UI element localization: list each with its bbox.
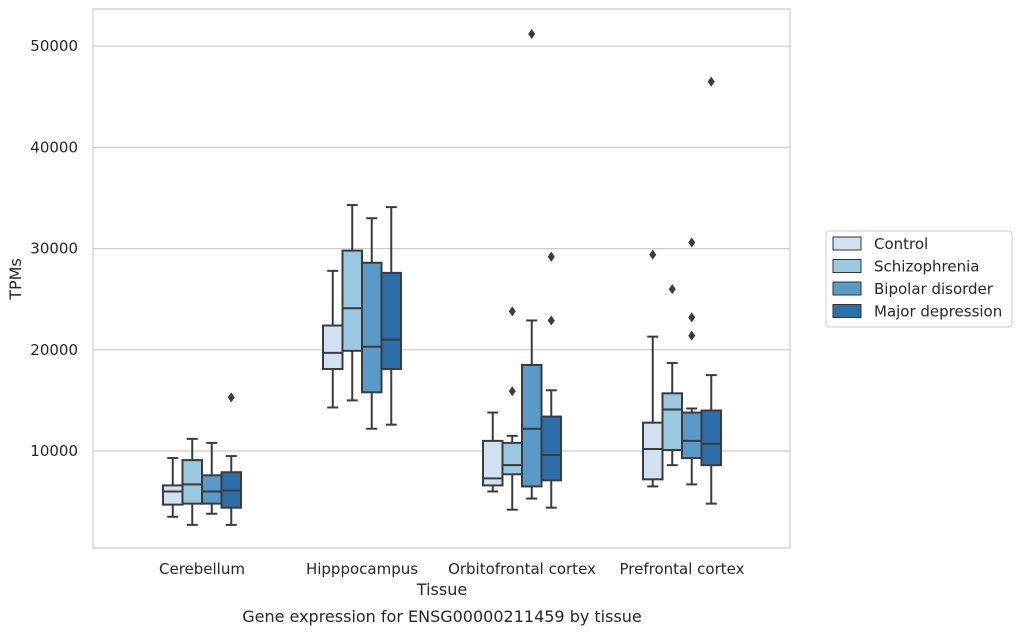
legend-entry: Major depression: [874, 303, 1002, 321]
outlier-point: [668, 284, 676, 295]
box-iqr: [380, 271, 402, 371]
legend-entry: Bipolar disorder: [874, 280, 994, 298]
x-axis-label: Tissue: [416, 580, 467, 599]
box-schizophrenia: [181, 437, 203, 526]
box-iqr: [341, 249, 363, 352]
outlier-point: [547, 251, 555, 262]
box-bipolar-disorder: [681, 237, 703, 486]
y-tick-label: 40000: [30, 138, 78, 156]
box-iqr: [540, 415, 562, 482]
legend-swatch: [832, 304, 862, 318]
box-iqr: [162, 484, 184, 506]
outlier-point: [707, 76, 715, 87]
box-iqr: [642, 421, 664, 481]
box-iqr: [201, 474, 223, 505]
legend-entry: Schizophrenia: [874, 258, 979, 276]
x-tick-labels: Cerebellum Hipppocampus Orbitofrontal cort…: [159, 560, 745, 578]
legend-frame: [825, 230, 1013, 328]
outlier-point: [649, 249, 657, 260]
x-tick-label: Cerebellum: [159, 560, 245, 578]
outlier-point: [688, 330, 696, 341]
legend: Control Schizophrenia Bipolar disorder Majo…: [825, 230, 1013, 328]
box-iqr: [661, 392, 683, 451]
box-iqr: [700, 409, 722, 467]
box-major-depression: [700, 76, 722, 505]
box-iqr: [501, 441, 523, 476]
box-iqr: [361, 261, 383, 394]
x-tick-label: Orbitofrontal cortex: [448, 560, 596, 578]
box-iqr: [181, 459, 203, 505]
y-tick-label: 50000: [30, 37, 78, 55]
box-bipolar-disorder: [521, 29, 543, 500]
box-bipolar-disorder: [201, 441, 223, 515]
chart-caption: Gene expression for ENSG00000211459 by t…: [242, 607, 642, 626]
box-control: [482, 411, 504, 493]
box-control: [162, 457, 184, 518]
box-iqr: [681, 411, 703, 460]
legend-swatch: [832, 236, 862, 251]
box-iqr: [521, 363, 543, 488]
box-major-depression: [380, 206, 402, 426]
plot-frame: [92, 8, 791, 549]
outlier-point: [508, 306, 516, 317]
y-axis-label: TPMs: [6, 258, 25, 301]
x-tick-label: Hipppocampus: [306, 560, 418, 578]
grid-lines: [93, 45, 790, 452]
legend-swatch: [832, 259, 862, 273]
y-tick-labels: 10000 20000 30000 40000 50000: [30, 37, 78, 460]
y-tick-label: 20000: [30, 341, 78, 359]
box-major-depression: [220, 392, 242, 526]
outlier-point: [227, 392, 235, 403]
box-bipolar-disorder: [361, 217, 383, 430]
box-iqr: [322, 324, 344, 371]
outlier-point: [688, 237, 696, 248]
legend-swatch: [832, 281, 862, 296]
box-control: [322, 269, 344, 409]
outlier-point: [688, 312, 696, 323]
y-tick-label: 10000: [30, 442, 78, 460]
outlier-point: [528, 29, 536, 40]
box-control: [642, 249, 664, 488]
box-schizophrenia: [501, 306, 523, 511]
box-schizophrenia: [661, 284, 683, 467]
x-tick-label: Prefrontal cortex: [620, 560, 745, 578]
legend-entry: Control: [874, 235, 928, 253]
box-schizophrenia: [341, 204, 363, 402]
box-major-depression: [540, 251, 562, 509]
outlier-point: [508, 386, 516, 397]
y-tick-label: 30000: [30, 240, 78, 258]
outlier-point: [547, 315, 555, 326]
boxes: [162, 29, 722, 526]
